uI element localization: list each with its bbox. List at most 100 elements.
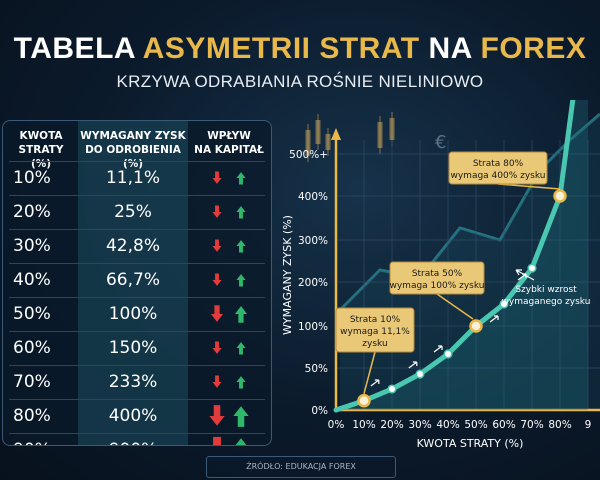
callout-text: wymaga 100% zysku (389, 281, 484, 291)
loss-value: 70% (13, 372, 51, 392)
candle-body (325, 134, 331, 150)
callout-leader (497, 183, 561, 190)
title-part-3: NA (419, 32, 481, 65)
note-arrow-icon (515, 269, 535, 281)
euro-icon: € (435, 132, 446, 153)
x-tick-label: 30% (408, 419, 431, 431)
callout-10: Strata 10% wymaga 11,1% zysku (335, 307, 415, 394)
header-gain-line-1: WYMAGANY ZYSK (80, 130, 186, 142)
table-row: 60% 150% (3, 331, 271, 365)
loss-value: 50% (13, 304, 51, 324)
impact-arrows (212, 239, 246, 253)
source-footer: ŹRÓDŁO: EDUKACJA FOREX (206, 456, 396, 478)
note-text: Szybki wzrost (515, 285, 577, 295)
callout-leader (363, 351, 376, 394)
loss-value: 60% (13, 338, 51, 358)
trend-arrow-icon (408, 361, 418, 369)
arrow-up-icon (236, 376, 246, 389)
title-part-2: ASYMETRII STRAT (142, 32, 420, 65)
required-gain-value: 900% (78, 440, 188, 445)
row-divider (9, 433, 265, 434)
curve-area (336, 100, 588, 410)
header-loss: KWOTA STRATY (%) (7, 129, 75, 171)
x-tick-label: 20% (380, 419, 403, 431)
row-divider (9, 331, 265, 332)
trend-arrow-icon (370, 379, 380, 387)
arrow-up-icon (236, 240, 246, 253)
table-row: 50% 100% (3, 297, 271, 331)
callout-text: Strata 10% (350, 315, 401, 325)
callout-50: Strata 50% wymaga 100% zysku (389, 261, 485, 320)
highlight-point (357, 393, 371, 408)
loss-value: 30% (13, 236, 51, 256)
required-gain-value: 150% (108, 338, 158, 358)
impact-arrows (212, 171, 246, 185)
arrow-down-icon (212, 205, 222, 218)
data-point (499, 299, 509, 309)
x-tick-label: 60% (492, 419, 515, 431)
header-impact-line-2: NA KAPITAŁ (194, 144, 264, 156)
callout-text: wymaga 400% zysku (450, 171, 545, 181)
header-impact: WPŁYW NA KAPITAŁ (193, 129, 265, 157)
arrow-down-icon (213, 436, 221, 445)
recovery-curve (333, 100, 576, 413)
arrow-up-icon (236, 172, 246, 185)
row-divider (9, 365, 265, 366)
candle-body (377, 122, 383, 148)
y-axis-arrow-icon (331, 128, 341, 140)
arrow-down-icon (212, 273, 222, 286)
gain-column-highlight (78, 121, 188, 445)
highlight-point (553, 189, 567, 203)
callout-box (389, 261, 485, 295)
arrow-up-icon (234, 306, 248, 323)
data-point (415, 369, 425, 379)
data-point (443, 349, 453, 359)
callout-text: Strata 80% (473, 159, 524, 169)
required-gain-value: 11,1% (105, 168, 160, 188)
x-tick-label: 9 (585, 419, 592, 431)
x-tick-label: 50% (464, 419, 487, 431)
loss-value: 80% (13, 406, 51, 426)
table-row: 30% 42,8% (3, 229, 271, 263)
data-point (387, 384, 397, 394)
impact-arrows (213, 436, 247, 445)
callout-box (448, 151, 548, 185)
page-subtitle: KRZYWA ODRABIANIA ROŚNIE NIELINIOWO (116, 72, 484, 91)
arrow-up-icon (236, 206, 246, 219)
x-tick-label: 10% (352, 419, 375, 431)
impact-arrows (209, 405, 249, 427)
row-divider (9, 399, 265, 400)
candle-body (305, 130, 311, 156)
x-tick-label: 70% (520, 419, 543, 431)
required-gain-value: 42,8% (105, 236, 160, 256)
title-part-4: FOREX (480, 32, 587, 65)
recovery-chart: €0% 50% 100% 200% 300% 400% 500%+ 0% 10% 20% 30% 40… (281, 100, 600, 450)
y-tick-label: 100% (298, 321, 328, 333)
candle-body (389, 118, 395, 140)
impact-arrows (212, 205, 246, 219)
row-divider (9, 195, 265, 196)
required-gain-value: 400% (108, 406, 158, 426)
callout-text: wymaga 11,1% (340, 327, 410, 337)
header-gain: WYMAGANY ZYSK DO ODROBIENIA (%) (78, 129, 188, 171)
title-part-1: TABELA (13, 32, 143, 65)
callout-leader (436, 293, 474, 320)
header-loss-line-1: KWOTA (19, 130, 63, 142)
loss-value: 90% (13, 440, 51, 445)
x-tick-label: 0% (328, 419, 345, 431)
data-point (527, 263, 537, 273)
callout-text: Strata 50% (412, 269, 463, 279)
candle-body (315, 120, 321, 144)
table-row: 40% 66,7% (3, 263, 271, 297)
note-text: wymaganego zysku (502, 297, 591, 307)
required-gain-value: 66,7% (105, 270, 160, 290)
table-row: 10% 11,1% (3, 161, 271, 195)
row-divider (9, 161, 265, 162)
table-row: 90% 900% (3, 433, 271, 445)
impact-arrows (212, 273, 246, 287)
arrow-up-icon (235, 438, 247, 445)
arrow-up-icon (236, 342, 246, 355)
y-axis-title: WYMAGANY ZYSK (%) (281, 215, 294, 335)
y-tick-label: 300% (298, 235, 328, 247)
table-row: 80% 400% (3, 399, 271, 433)
